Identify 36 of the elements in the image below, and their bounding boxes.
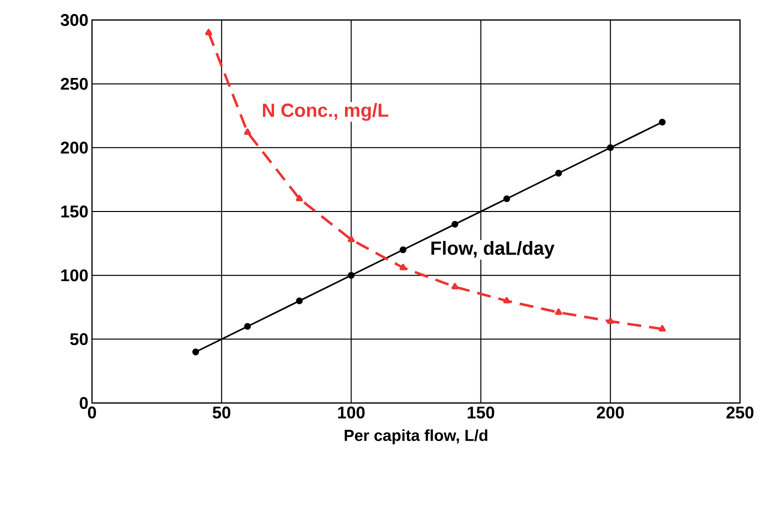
point	[192, 348, 200, 356]
y-tick-label: 100	[61, 269, 88, 282]
point	[606, 317, 614, 324]
point	[348, 272, 355, 279]
x-tick-label: 50	[212, 406, 230, 419]
point	[296, 297, 303, 304]
y-tick-label: 200	[60, 142, 88, 154]
point	[296, 194, 303, 202]
y-tick-label: 0	[80, 397, 88, 409]
point	[244, 323, 251, 330]
y-tick-label: 250	[60, 78, 88, 90]
point	[658, 325, 666, 332]
point	[244, 128, 252, 135]
x-tick-label: 250	[726, 406, 754, 419]
point	[658, 118, 666, 126]
point	[400, 246, 406, 254]
point	[348, 236, 355, 242]
x-tick-label: 0	[88, 406, 96, 419]
point	[607, 144, 614, 152]
x-axis-title: Per capita flow, L/d	[344, 429, 488, 444]
point	[451, 220, 458, 228]
x-tick-label: 100	[338, 406, 365, 419]
point	[451, 282, 458, 290]
point	[503, 195, 510, 202]
x-tick-label: 150	[468, 406, 494, 419]
y-tick-label: 150	[61, 206, 88, 218]
point	[555, 170, 562, 177]
series-label: N Conc., mg/L	[262, 103, 388, 121]
y-tick-label: 300	[60, 14, 88, 26]
point	[503, 297, 510, 304]
series-label: Flow, daL/day	[431, 240, 555, 259]
point	[205, 28, 212, 36]
point	[555, 308, 562, 315]
x-tick-label: 200	[596, 406, 624, 419]
y-tick-label: 50	[70, 333, 88, 346]
point	[400, 264, 407, 270]
